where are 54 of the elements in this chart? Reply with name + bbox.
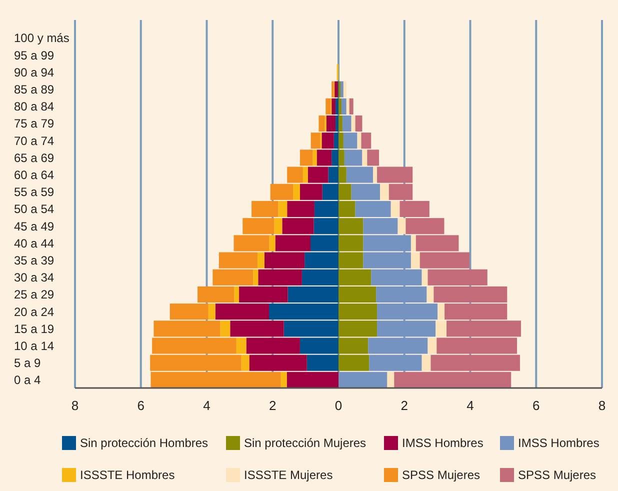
bar	[387, 372, 394, 388]
y-tick-label: 85 a 89	[14, 82, 54, 97]
y-tick-label: 15 a 19	[14, 322, 54, 336]
legend-label: Sin protección Mujeres	[244, 436, 366, 450]
legend-label: ISSSTE Mujeres	[244, 468, 333, 482]
bar	[220, 320, 230, 337]
y-tick-label: 10 a 14	[14, 338, 54, 353]
y-tick-label: 20 a 24	[14, 304, 54, 319]
bar	[312, 150, 317, 166]
legend-label: IMSS Hombres	[518, 436, 600, 450]
bar	[208, 304, 216, 320]
x-tick-label: 4	[466, 398, 474, 413]
legend-label: SPSS Mujeres	[402, 468, 480, 482]
x-tick-label: 6	[532, 398, 540, 413]
y-tick-label: 35 a 39	[14, 253, 54, 268]
bar	[351, 115, 356, 132]
y-tick-label: 65 a 69	[14, 150, 54, 165]
legend-label: Sin protección Hombres	[80, 436, 208, 450]
y-tick-label: 50 a 54	[14, 202, 54, 216]
y-tick-label: 25 a 29	[14, 288, 54, 302]
x-tick-label: 4	[203, 398, 210, 413]
y-tick-label: 90 a 94	[14, 65, 54, 80]
legend-label: ISSSTE Hombres	[80, 468, 175, 482]
y-tick-label: 45 a 49	[14, 219, 54, 234]
bar	[349, 98, 354, 114]
bar	[373, 166, 378, 183]
x-tick-label: 6	[137, 398, 144, 413]
bar	[234, 286, 240, 303]
x-tick-label: 0	[334, 398, 342, 413]
bar	[302, 166, 308, 183]
y-tick-label: 100 y más	[14, 31, 70, 46]
x-tick-label: 2	[400, 398, 408, 413]
legend-label: SPSS Mujeres	[518, 468, 596, 482]
bar	[362, 150, 368, 166]
x-tick-label: 8	[598, 398, 606, 413]
y-tick-label: 75 a 79	[14, 116, 54, 131]
y-tick-label: 70 a 74	[14, 134, 54, 148]
bar	[280, 372, 287, 388]
legend-label: IMSS Hombres	[402, 436, 484, 450]
bar	[346, 98, 350, 114]
y-tick-label: 0 a 4	[14, 373, 42, 388]
y-tick-label: 60 a 64	[14, 168, 54, 182]
x-tick-label: 8	[71, 398, 79, 413]
y-tick-label: 80 a 84	[14, 100, 54, 114]
bar	[326, 98, 331, 114]
y-tick-label: 55 a 59	[14, 185, 54, 200]
y-tick-label: 5 a 9	[14, 356, 42, 370]
y-tick-label: 30 a 34	[14, 270, 54, 285]
y-tick-label: 95 a 99	[14, 48, 54, 62]
x-tick-label: 2	[269, 398, 276, 413]
y-tick-label: 40 a 44	[14, 236, 54, 250]
bar	[343, 81, 346, 98]
bar	[380, 184, 389, 200]
bar	[293, 184, 300, 200]
